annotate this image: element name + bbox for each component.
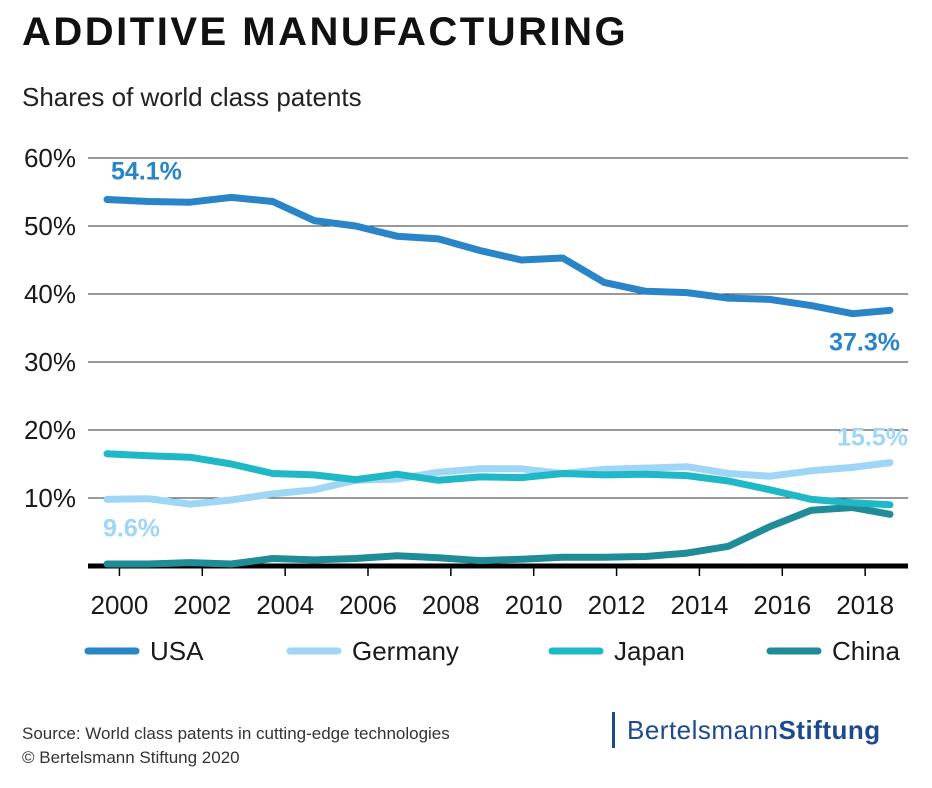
y-tick-label-10: 10% <box>24 483 76 513</box>
legend-label-germany: Germany <box>352 636 459 666</box>
x-tick-label-2010: 2010 <box>505 590 563 620</box>
series-line-japan <box>103 450 894 509</box>
x-tick-label-2008: 2008 <box>422 590 480 620</box>
series-lines <box>103 193 894 568</box>
x-tick-label-2002: 2002 <box>173 590 231 620</box>
source-note: Source: World class patents in cutting-e… <box>22 724 450 743</box>
chart-subtitle: Shares of world class patents <box>22 82 362 112</box>
annotation-usa-end: 37.3% <box>829 328 900 356</box>
y-tick-label-60: 60% <box>24 143 76 173</box>
x-tick-label-2006: 2006 <box>339 590 397 620</box>
brand-bold: Stiftung <box>778 714 881 745</box>
x-tick-label-2016: 2016 <box>753 590 811 620</box>
legend-label-china: China <box>832 636 900 666</box>
chart-title: ADDITIVE MANUFACTURING <box>22 10 629 54</box>
y-tick-label-40: 40% <box>24 279 76 309</box>
legend-label-japan: Japan <box>614 636 685 666</box>
annotation-germany-start: 9.6% <box>103 514 160 542</box>
x-tick-label-2000: 2000 <box>91 590 149 620</box>
y-tick-labels: 10% 20% 30% 40% 50% 60% <box>24 143 76 513</box>
brand-light: Bertelsmann <box>627 714 779 745</box>
brand-logo: Bertelsmann Stiftung <box>612 712 881 748</box>
legend: USA Germany Japan China <box>84 636 900 666</box>
x-tick-label-2004: 2004 <box>256 590 314 620</box>
y-tick-label-20: 20% <box>24 415 76 445</box>
data-annotations: 54.1% 37.3% 9.6% 15.5% <box>103 157 908 542</box>
line-chart: 10%20%30%40%50%60% 2000 2002 2004 2006 2008 2… <box>24 143 908 666</box>
legend-label-usa: USA <box>150 636 204 666</box>
series-line-china <box>103 504 894 568</box>
x-tick-labels: 2000 2002 2004 2006 2008 2010 2012 2014 2016 2018 <box>91 566 894 620</box>
y-tick-label-50: 50% <box>24 211 76 241</box>
copyright-note: © Bertelsmann Stiftung 2020 <box>22 748 240 767</box>
series-line-germany <box>103 459 894 508</box>
series-line-usa <box>103 193 894 318</box>
x-tick-label-2018: 2018 <box>836 590 894 620</box>
x-tick-label-2014: 2014 <box>671 590 729 620</box>
annotation-germany-end: 15.5% <box>837 424 908 452</box>
x-tick-label-2012: 2012 <box>588 590 646 620</box>
footer: Source: World class patents in cutting-e… <box>22 722 450 770</box>
y-tick-label-30: 30% <box>24 347 76 377</box>
annotation-usa-start: 54.1% <box>111 157 182 185</box>
